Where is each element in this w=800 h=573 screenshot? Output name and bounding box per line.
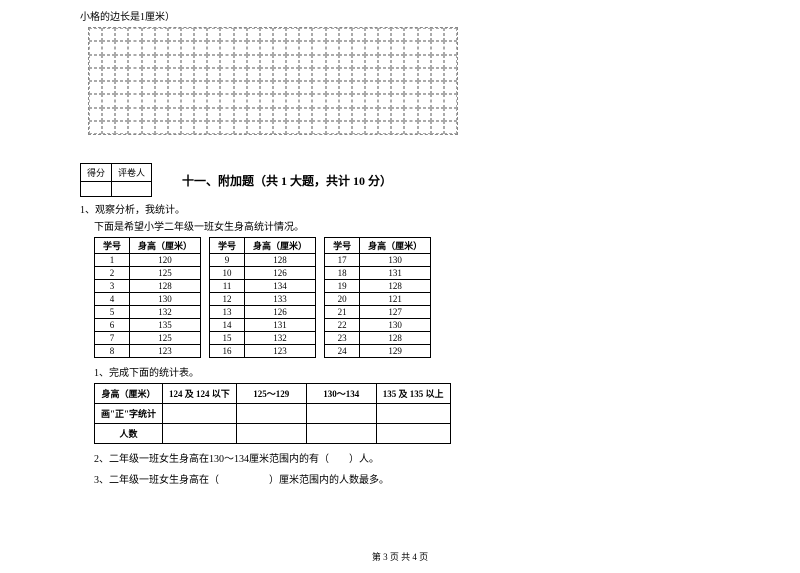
drawing-grid [88, 27, 458, 135]
summary-header: 130～134 [306, 384, 376, 404]
col-id: 学号 [95, 238, 130, 254]
table-row: 4130 [95, 293, 201, 306]
summary-header: 身高（厘米） [95, 384, 163, 404]
tally-row-label: 画"正"字统计 [95, 404, 163, 424]
table-row: 18131 [325, 267, 431, 280]
summary-header: 124 及 124 以下 [163, 384, 237, 404]
summary-header: 125～129 [236, 384, 306, 404]
score-section: 得分 评卷人 十一、附加题（共 1 大题，共计 10 分） [80, 163, 720, 197]
table-row: 5132 [95, 306, 201, 319]
table-row: 7125 [95, 332, 201, 345]
table-row: 11134 [210, 280, 316, 293]
data-table-3: 学号身高（厘米） 17130 18131 19128 20121 21127 2… [324, 237, 431, 358]
table-row: 21127 [325, 306, 431, 319]
count-cell [236, 424, 306, 444]
count-row-label: 人数 [95, 424, 163, 444]
col-height: 身高（厘米） [130, 238, 201, 254]
col-height: 身高（厘米） [245, 238, 316, 254]
table-row: 22130 [325, 319, 431, 332]
col-id: 学号 [325, 238, 360, 254]
table-row: 3128 [95, 280, 201, 293]
question-1: 1、观察分析，我统计。 [80, 201, 720, 216]
summary-table: 身高（厘米） 124 及 124 以下 125～129 130～134 135 … [94, 383, 451, 444]
question-1-desc: 下面是希望小学二年级一班女生身高统计情况。 [94, 218, 720, 233]
sub-question-1: 1、完成下面的统计表。 [94, 364, 720, 379]
count-cell [376, 424, 450, 444]
tally-cell [376, 404, 450, 424]
table-row: 1120 [95, 254, 201, 267]
sub-question-2: 2、二年级一班女生身高在130～134厘米范围内的有（ ）人。 [94, 450, 720, 465]
intro-text: 小格的边长是1厘米） [80, 8, 720, 23]
table-row: 24129 [325, 345, 431, 358]
data-table-2: 学号身高（厘米） 9128 10126 11134 12133 13126 14… [209, 237, 316, 358]
table-row: 15132 [210, 332, 316, 345]
reviewer-label: 评卷人 [112, 164, 152, 182]
table-row: 2125 [95, 267, 201, 280]
table-row: 17130 [325, 254, 431, 267]
table-row: 10126 [210, 267, 316, 280]
page-footer: 第 3 页 共 4 页 [0, 550, 800, 563]
table-row: 9128 [210, 254, 316, 267]
table-row: 23128 [325, 332, 431, 345]
count-cell [163, 424, 237, 444]
table-row: 12133 [210, 293, 316, 306]
col-height: 身高（厘米） [360, 238, 431, 254]
table-row: 19128 [325, 280, 431, 293]
table-row: 16123 [210, 345, 316, 358]
table-row: 8123 [95, 345, 201, 358]
col-id: 学号 [210, 238, 245, 254]
tally-cell [306, 404, 376, 424]
data-table-1: 学号身高（厘米） 1120 2125 3128 4130 5132 6135 7… [94, 237, 201, 358]
table-row: 14131 [210, 319, 316, 332]
score-label: 得分 [81, 164, 112, 182]
table-row: 13126 [210, 306, 316, 319]
table-row: 6135 [95, 319, 201, 332]
tally-cell [236, 404, 306, 424]
sub-question-3: 3、二年级一班女生身高在（ ）厘米范围内的人数最多。 [94, 471, 720, 486]
count-cell [306, 424, 376, 444]
section-title: 十一、附加题（共 1 大题，共计 10 分） [182, 172, 392, 189]
height-data-tables: 学号身高（厘米） 1120 2125 3128 4130 5132 6135 7… [94, 237, 720, 358]
table-row: 20121 [325, 293, 431, 306]
tally-cell [163, 404, 237, 424]
score-table: 得分 评卷人 [80, 163, 152, 197]
summary-header: 135 及 135 以上 [376, 384, 450, 404]
